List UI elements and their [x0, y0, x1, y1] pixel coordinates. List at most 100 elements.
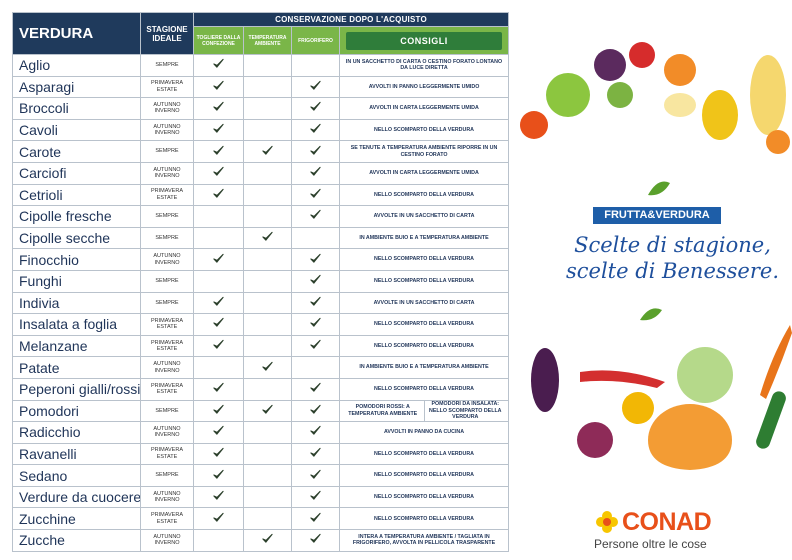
tip: AVVOLTI IN CARTA LEGGERMENTE UMIDA: [369, 105, 479, 112]
zucchini: [756, 391, 786, 449]
check-cell-remove: [193, 269, 244, 293]
tip-cell: AVVOLTI IN CARTA LEGGERMENTE UMIDA: [338, 161, 510, 185]
check-mark: [310, 80, 321, 90]
vegetable-name: Peperoni gialli/rossi: [12, 377, 141, 401]
season: SEMPRE: [140, 269, 194, 293]
vegetable-name: Broccoli: [12, 97, 141, 120]
vegetable-name: Cipolle fresche: [12, 205, 141, 228]
tip-cell: IN UN SACCHETTO DI CARTA O CESTINO FORAT…: [338, 54, 510, 77]
check-path: [310, 167, 321, 176]
tip-cell: NELLO SCOMPARTO DELLA VERDURA: [338, 118, 510, 142]
tip: SE TENUTE A TEMPERATURA AMBIENTE RIPORRE…: [350, 145, 498, 158]
check-cell-remove: [193, 356, 244, 379]
check-path: [262, 361, 273, 371]
tip-cell: NELLO SCOMPARTO DELLA VERDURA: [338, 248, 510, 271]
check-cell-fridge: [291, 485, 340, 509]
check-cell-ambient: [243, 248, 292, 271]
tip-cell: NELLO SCOMPARTO DELLA VERDURA: [338, 269, 510, 293]
tip-cell: IN AMBIENTE BUIO E A TEMPERATURA AMBIENT…: [338, 226, 510, 250]
check-cell-ambient: [243, 442, 292, 466]
check-cell-fridge: [291, 226, 340, 250]
season: AUTUNNO INVERNO: [140, 161, 194, 185]
tip: NELLO SCOMPARTO DELLA VERDURA: [374, 277, 474, 284]
tip-cell: NELLO SCOMPARTO DELLA VERDURA: [338, 442, 510, 466]
vegetable-name: Insalata a foglia: [12, 313, 141, 336]
season: AUTUNNO INVERNO: [140, 97, 194, 120]
season: SEMPRE: [140, 399, 194, 423]
vegetable-name: Carote: [12, 140, 141, 163]
check-cell-ambient: [243, 140, 292, 163]
check-mark: [213, 469, 224, 479]
tip: IN UN SACCHETTO DI CARTA O CESTINO FORAT…: [345, 58, 503, 72]
orange: [520, 111, 548, 139]
tip-cell: AVVOLTI IN PANNO LEGGERMENTE UMIDO: [338, 75, 510, 99]
check-mark: [213, 318, 224, 328]
row: Peperoni gialli/rossi PRIMAVERA ESTATE NEL…: [12, 377, 510, 401]
plum: [594, 49, 626, 81]
tagline: Persone oltre le cose: [594, 537, 707, 551]
check-mark: [310, 296, 321, 306]
tip: NELLO SCOMPARTO DELLA VERDURA: [374, 126, 474, 133]
row: Zucche AUTUNNO INVERNO INTERA A TEMPERATUR…: [12, 529, 510, 552]
vegetable-name: Patate: [12, 356, 141, 379]
row: Cetrioli PRIMAVERA ESTATE NELLO SCOMPARTO …: [12, 183, 510, 207]
check-mark: [213, 296, 224, 306]
row: Zucchine PRIMAVERA ESTATE NELLO SCOMPARTO …: [12, 507, 510, 531]
check-mark: [310, 123, 321, 133]
check-path: [310, 253, 321, 263]
season: SEMPRE: [140, 291, 194, 315]
check-path: [262, 404, 273, 414]
check-path: [310, 339, 321, 349]
check-path: [213, 296, 224, 306]
tip: AVVOLTI IN CARTA LEGGERMENTE UMIDA: [369, 170, 479, 177]
check-cell-remove: [193, 161, 244, 185]
check-cell-fridge: [291, 140, 340, 163]
tip-cell: NELLO SCOMPARTO DELLA VERDURA: [338, 507, 510, 531]
check-path: [310, 275, 321, 284]
cabbage: [677, 347, 733, 403]
check-cell-remove: [193, 464, 244, 487]
header-verdura: VERDURA: [12, 12, 141, 55]
side-panel: FRUTTA&VERDURA Scelte di stagione, scelt…: [520, 0, 792, 560]
row: Broccoli AUTUNNO INVERNO AVVOLTI IN CARTA …: [12, 97, 510, 120]
check-cell-remove: [193, 399, 244, 423]
vegetable-name: Ravanelli: [12, 442, 141, 466]
tip: AVVOLTI IN PANNO LEGGERMENTE UMIDO: [368, 83, 480, 90]
row: Asparagi PRIMAVERA ESTATE AVVOLTI IN PANNO…: [12, 75, 510, 99]
apricot: [664, 54, 696, 86]
tip: NELLO SCOMPARTO DELLA VERDURA: [374, 385, 474, 392]
tip: IN AMBIENTE BUIO E A TEMPERATURA AMBIENT…: [359, 364, 489, 371]
check-cell-ambient: [243, 291, 292, 315]
tip: NELLO SCOMPARTO DELLA VERDURA: [374, 493, 474, 500]
vegetable-name: Cavoli: [12, 118, 141, 142]
season: SEMPRE: [140, 54, 194, 77]
check-path: [262, 534, 273, 544]
check-cell-fridge: [291, 183, 340, 207]
check-cell-remove: [193, 421, 244, 444]
check-mark: [310, 426, 321, 436]
pepper: [580, 370, 665, 388]
check-path: [310, 145, 321, 155]
check-mark: [213, 512, 224, 522]
check-cell-fridge: [291, 248, 340, 271]
check-path: [213, 339, 224, 349]
tomato: [622, 392, 654, 424]
row: Patate AUTUNNO INVERNO IN AMBIENTE BUIO E …: [12, 356, 510, 379]
vegetable-name: Cipolle secche: [12, 226, 141, 250]
tip-cell: AVVOLTE IN UN SACCHETTO DI CARTA: [338, 205, 510, 228]
check-mark: [213, 80, 224, 90]
check-mark: [262, 534, 273, 544]
leaf: [648, 181, 670, 196]
row: Funghi SEMPRE NELLO SCOMPARTO DELLA VERDUR…: [12, 269, 510, 293]
check-cell-fridge: [291, 97, 340, 120]
check-path: [213, 447, 224, 457]
check-mark: [213, 188, 224, 198]
tip-cell: NELLO SCOMPARTO DELLA VERDURA: [338, 464, 510, 487]
check-mark: [310, 404, 321, 414]
header-conservazione: CONSERVAZIONE DOPO L'ACQUISTO: [192, 12, 510, 27]
check-cell-ambient: [243, 529, 292, 552]
row: Cipolle fresche SEMPRE AVVOLTE IN UN SACCH…: [12, 205, 510, 228]
check-cell-ambient: [243, 226, 292, 250]
eggplant: [531, 348, 559, 412]
